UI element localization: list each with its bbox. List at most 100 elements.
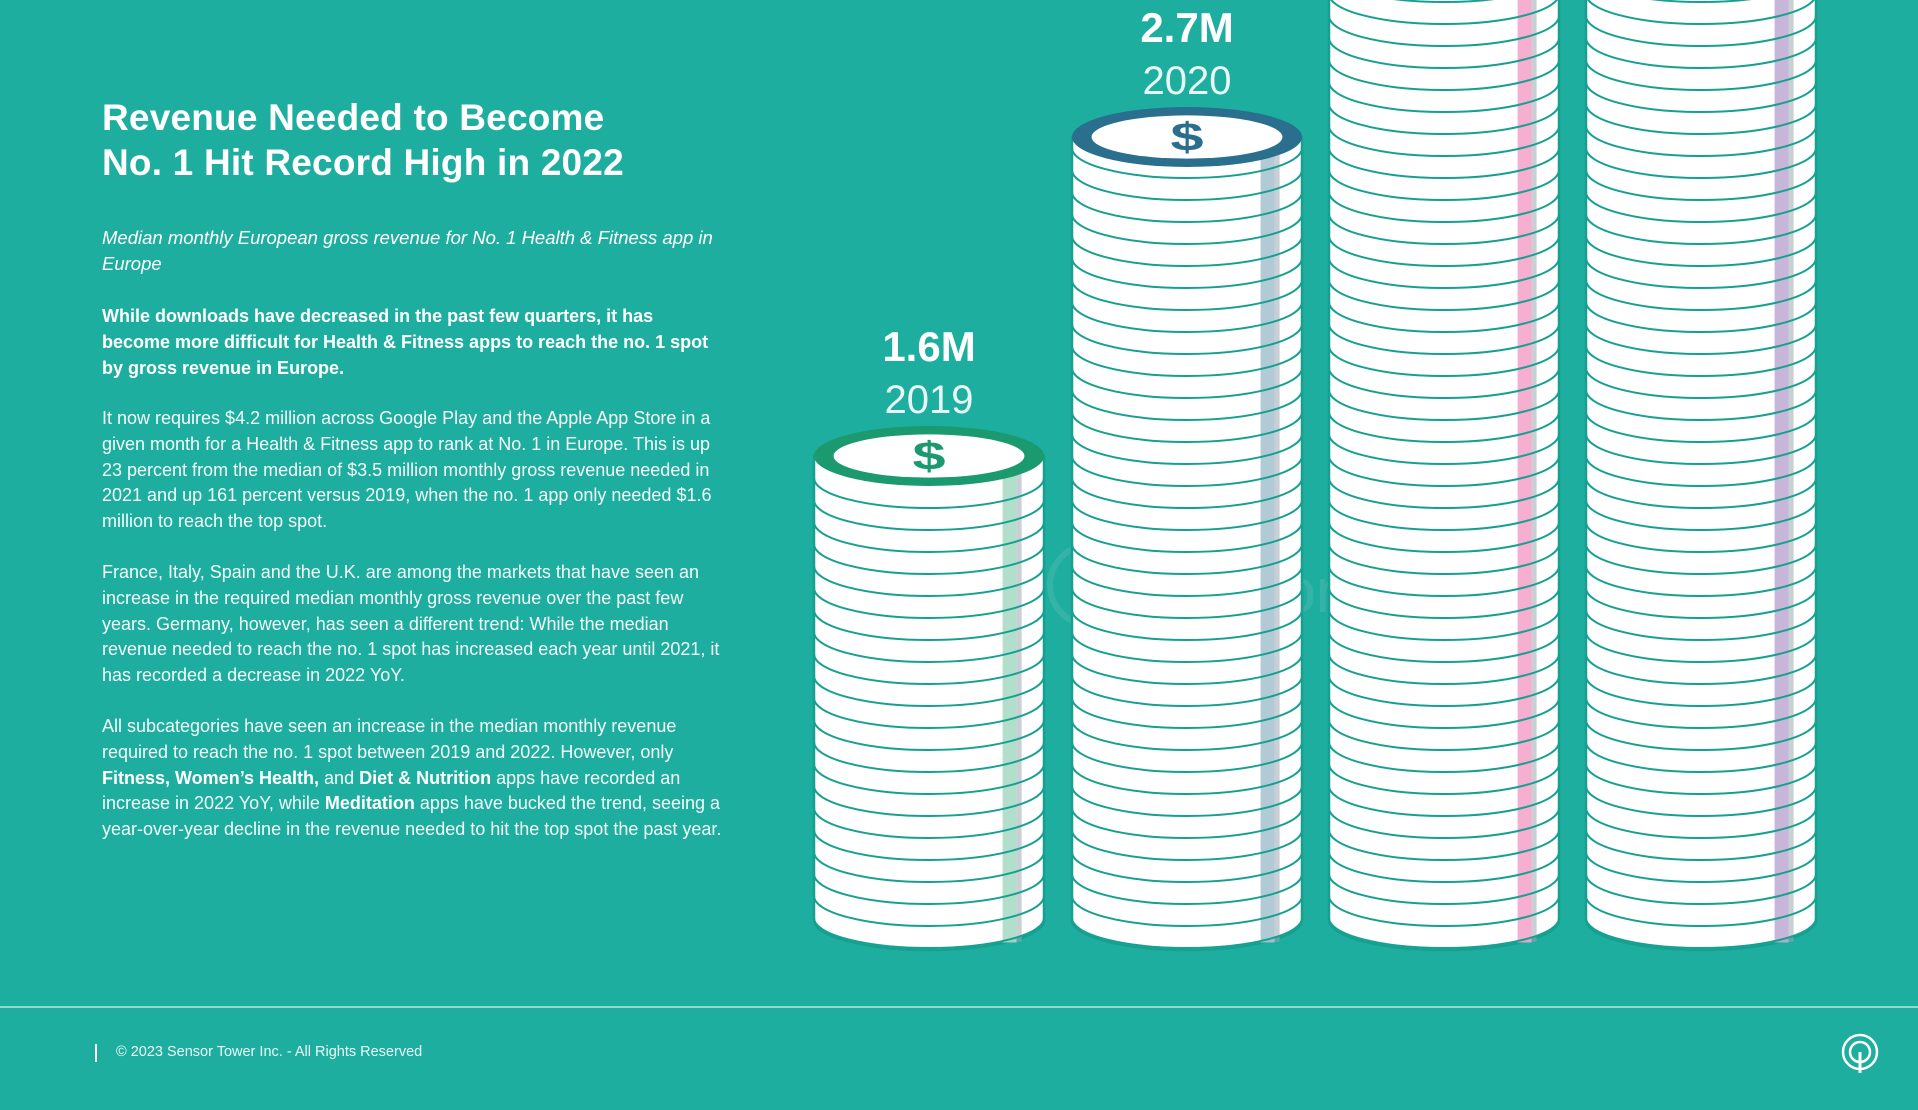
paragraph-3-text-1: All subcategories have seen an increase … xyxy=(102,715,677,762)
coin-edge-line xyxy=(1585,103,1817,135)
coin-edge-line xyxy=(1328,587,1560,619)
coin-edge-line xyxy=(1071,235,1303,267)
coin-stack-body xyxy=(1584,0,1818,952)
coin-edge-line xyxy=(1328,235,1560,267)
paragraph-2: France, Italy, Spain and the U.K. are am… xyxy=(102,561,720,686)
coin-edge-line xyxy=(1585,565,1817,597)
footer-copyright: © 2023 Sensor Tower Inc. - All Rights Re… xyxy=(116,1044,423,1060)
coin-edge-line xyxy=(1585,235,1817,267)
coin-stack-body xyxy=(1327,0,1561,952)
coin-edge-line xyxy=(1328,433,1560,465)
coin-edge-line xyxy=(1585,301,1817,333)
coin-edge-line xyxy=(1585,147,1817,179)
year-label-2020: 2020 xyxy=(1143,59,1232,103)
coin-edge-line xyxy=(813,675,1045,707)
coin-edge-line xyxy=(1328,653,1560,685)
coin-edge-line xyxy=(813,763,1045,795)
coin-edge-line xyxy=(1071,565,1303,597)
coin-edge-line xyxy=(1328,675,1560,707)
coin-edge-line xyxy=(1585,213,1817,245)
coin-edge-line xyxy=(1328,15,1560,47)
coin-edge-line xyxy=(1071,191,1303,223)
coin-edge-line xyxy=(813,631,1045,663)
coin-edge-line xyxy=(813,829,1045,861)
coin-edge-line xyxy=(1585,411,1817,443)
coin-edge-line xyxy=(1328,719,1560,751)
coin-edge-line xyxy=(1071,631,1303,663)
coin-edge-line xyxy=(1071,543,1303,575)
coin-edge-line xyxy=(813,653,1045,685)
coin-edge-line xyxy=(813,587,1045,619)
coin-edge-line xyxy=(1071,873,1303,905)
coin-edge-line xyxy=(1328,103,1560,135)
paragraph-1: It now requires $4.2 million across Goog… xyxy=(102,408,712,532)
coin-stack-2022: $4.2M2022 xyxy=(1584,0,1818,952)
coin-edge-line xyxy=(813,609,1045,641)
coin-edge-line xyxy=(1585,741,1817,773)
coin-edge-line xyxy=(1328,213,1560,245)
coin-edge-line xyxy=(1328,499,1560,531)
coin-edge-line xyxy=(1585,367,1817,399)
coin-edge-line xyxy=(1585,81,1817,113)
coin-edge-line xyxy=(1585,191,1817,223)
coin-stack-2020: $2.7M 2020 xyxy=(1070,4,1304,952)
coin-edge-line xyxy=(1328,323,1560,355)
coin-edge-line xyxy=(1071,169,1303,201)
coin-edge-line xyxy=(1071,213,1303,245)
paragraph-3-bold-1: Fitness, Women’s Health, xyxy=(102,767,320,788)
coin-edge-line xyxy=(1585,323,1817,355)
coin-edge-line xyxy=(1071,345,1303,377)
coin-edge-line xyxy=(1585,785,1817,817)
coin-edge-line xyxy=(1585,763,1817,795)
coin-top-face xyxy=(833,434,1025,478)
coin-edge-line xyxy=(1328,851,1560,883)
coin-edge-stripe xyxy=(1774,0,1789,943)
coin-edge-line xyxy=(1585,433,1817,465)
coin-edge-stripe xyxy=(1002,456,1017,943)
text-panel: Revenue Needed to Become No. 1 Hit Recor… xyxy=(102,95,752,843)
coin-edge-line xyxy=(1328,389,1560,421)
coin-edge-line xyxy=(1328,191,1560,223)
coin-edge-line xyxy=(1585,37,1817,69)
paragraph-3-bold-3: Meditation xyxy=(324,793,415,814)
coin-edge-line xyxy=(1328,763,1560,795)
title-line-1: Revenue Needed to Become xyxy=(102,97,605,138)
coin-edge-line xyxy=(813,741,1045,773)
year-label-2019: 2019 xyxy=(885,378,974,422)
coin-edge-line xyxy=(1071,697,1303,729)
coin-edge-line xyxy=(1071,323,1303,355)
coin-edge-line xyxy=(1071,719,1303,751)
coin-stack-body xyxy=(812,454,1046,952)
coin-edge-line xyxy=(1585,257,1817,289)
coin-edge-line xyxy=(1585,807,1817,839)
coin-edge-line xyxy=(813,543,1045,575)
coin-edge-line xyxy=(1071,257,1303,289)
coin-edge-line xyxy=(813,477,1045,509)
coin-edge-line xyxy=(1328,279,1560,311)
coin-edge-line xyxy=(1328,829,1560,861)
dollar-sign-icon: $ xyxy=(912,433,945,478)
coin-edge-line xyxy=(1071,895,1303,927)
coin-edge-line xyxy=(813,917,1045,949)
chart-subtitle: Median monthly European gross revenue fo… xyxy=(102,227,713,274)
coin-edge-line xyxy=(1585,873,1817,905)
coin-edge-line xyxy=(1585,15,1817,47)
coin-edge-line xyxy=(1328,81,1560,113)
coin-edge-line xyxy=(1328,37,1560,69)
coin-edge-line xyxy=(1585,279,1817,311)
coin-edge-stripe xyxy=(1517,0,1532,943)
coin-edge-line xyxy=(1071,389,1303,421)
coin-edge-line xyxy=(1585,895,1817,927)
coin-edge-line xyxy=(1393,0,1495,3)
coin-stack-2019: $1.6M 2019 xyxy=(812,323,1046,952)
coin-edge-line xyxy=(1328,257,1560,289)
coin-edge-line xyxy=(1585,455,1817,487)
coin-edge-line xyxy=(813,785,1045,817)
page-title: Revenue Needed to Become No. 1 Hit Recor… xyxy=(102,95,752,185)
coin-edge-line xyxy=(1585,851,1817,883)
coin-edge-line xyxy=(1071,521,1303,553)
coin-edge-line xyxy=(1071,587,1303,619)
coin-edge-line xyxy=(1585,125,1817,157)
footer-accent-bar xyxy=(95,1044,97,1062)
coin-edge-line xyxy=(1328,59,1560,91)
